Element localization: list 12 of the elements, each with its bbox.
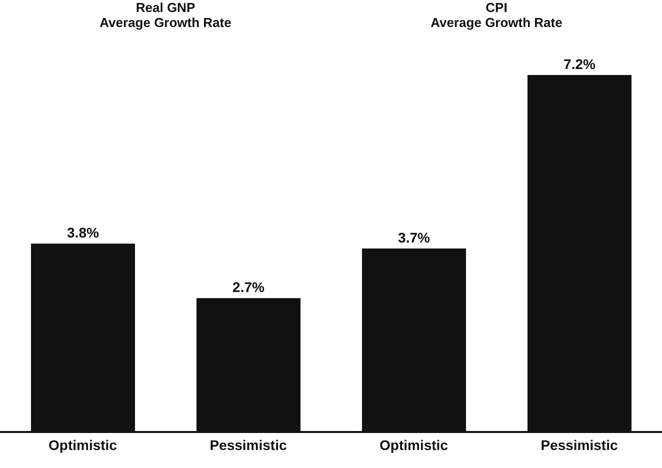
- x-tick-label: Optimistic: [48, 436, 118, 453]
- chart-title: CPI: [484, 0, 508, 15]
- x-tick-label: Optimistic: [380, 436, 448, 453]
- data-label: 3.7%: [398, 230, 430, 246]
- x-tick-label: Pessimistic: [540, 436, 618, 453]
- data-label: 3.8%: [67, 224, 100, 241]
- x-tick-label: Pessimistic: [210, 436, 287, 453]
- chart-title: Real GNP: [134, 0, 196, 15]
- data-label: 2.7%: [232, 279, 265, 296]
- data-label: 7.2%: [564, 56, 596, 72]
- chart-subtitle: Average Growth Rate: [430, 15, 564, 30]
- chart-subtitle: Average Growth Rate: [98, 15, 232, 30]
